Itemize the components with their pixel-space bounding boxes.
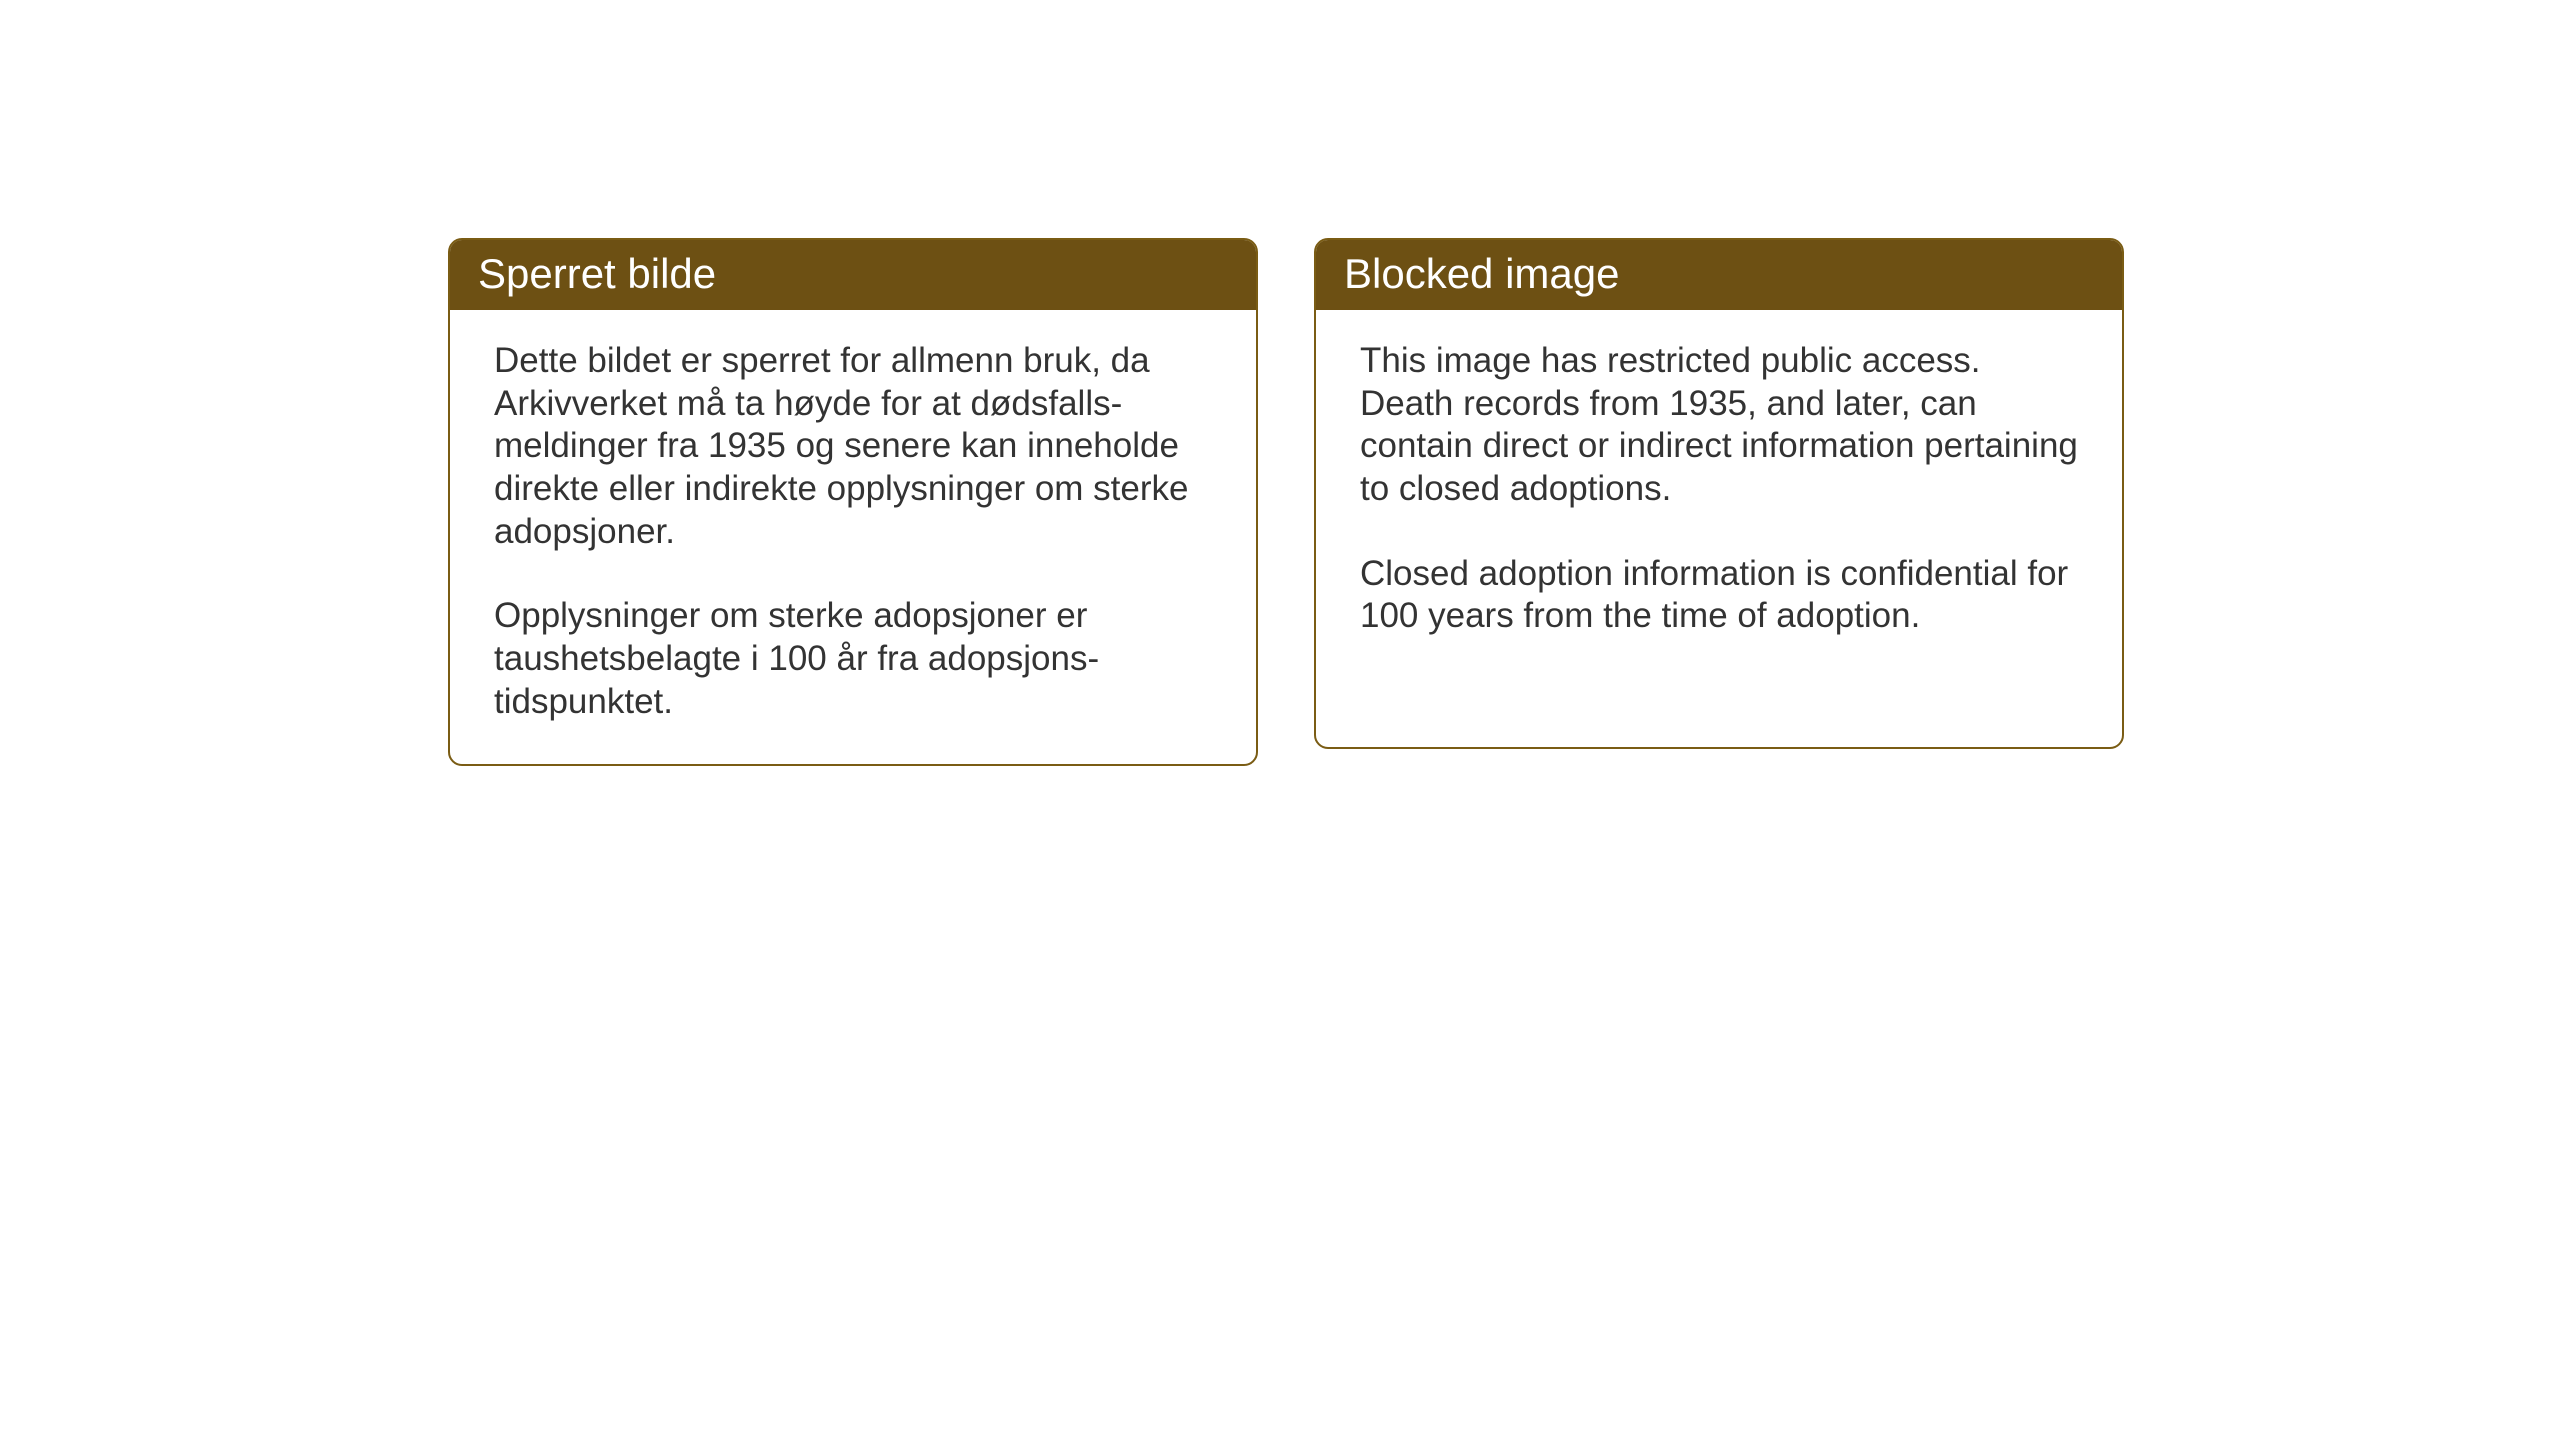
card-header-english: Blocked image [1316,240,2122,310]
card-paragraph-2-norwegian: Opplysninger om sterke adopsjoner er tau… [494,595,1212,723]
notice-card-norwegian: Sperret bilde Dette bildet er sperret fo… [448,238,1258,766]
card-paragraph-2-english: Closed adoption information is confident… [1360,553,2078,638]
card-body-english: This image has restricted public access.… [1316,310,2122,678]
card-header-norwegian: Sperret bilde [450,240,1256,310]
card-paragraph-1-norwegian: Dette bildet er sperret for allmenn bruk… [494,340,1212,553]
card-body-norwegian: Dette bildet er sperret for allmenn bruk… [450,310,1256,764]
notice-cards-container: Sperret bilde Dette bildet er sperret fo… [448,238,2124,766]
card-title-norwegian: Sperret bilde [478,250,716,297]
notice-card-english: Blocked image This image has restricted … [1314,238,2124,749]
card-title-english: Blocked image [1344,250,1619,297]
card-paragraph-1-english: This image has restricted public access.… [1360,340,2078,511]
